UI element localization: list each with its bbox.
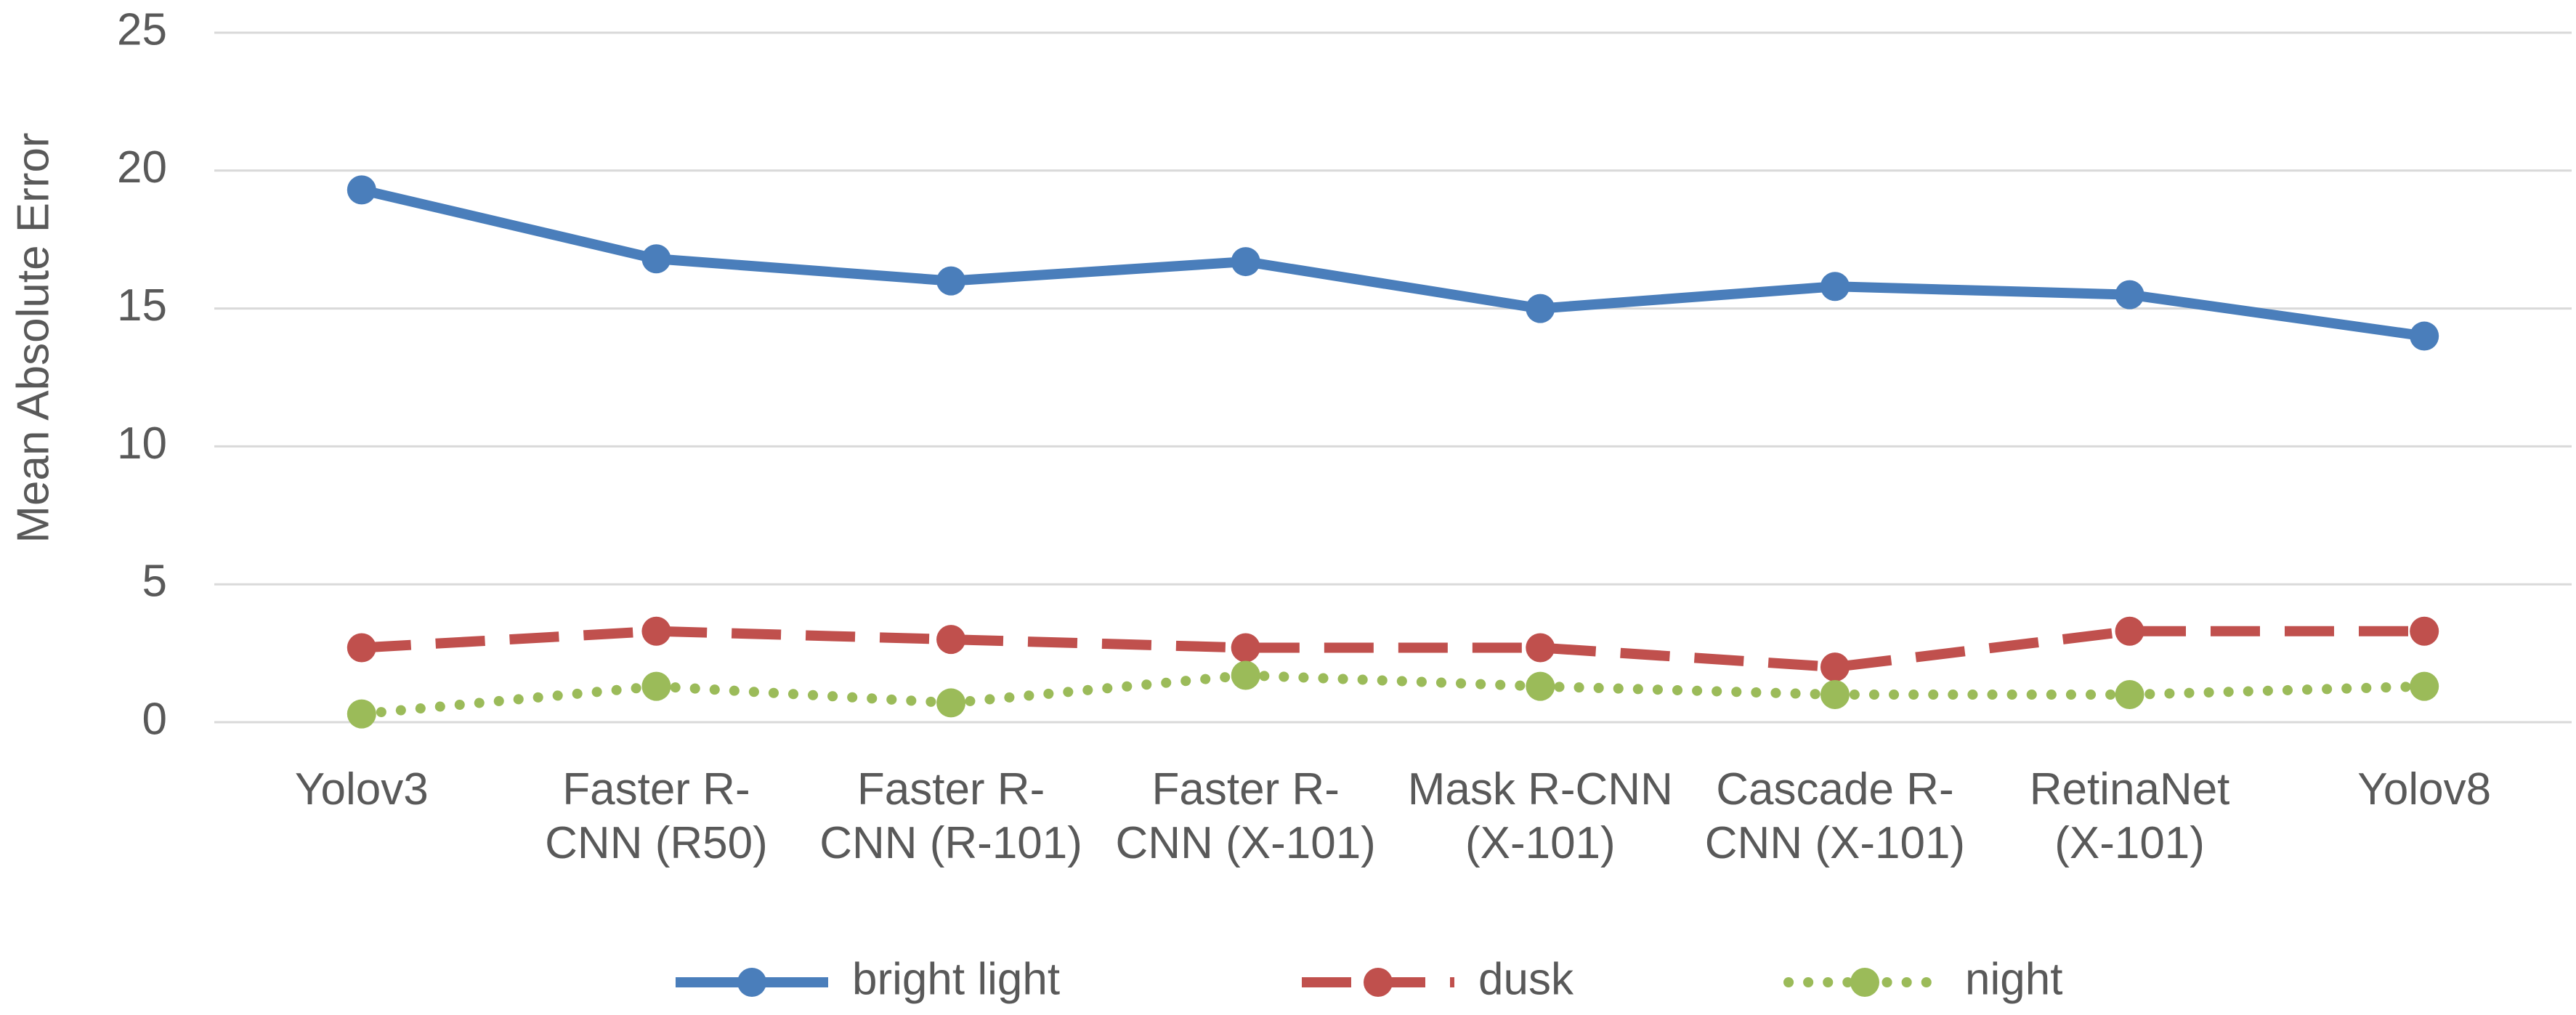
series-line [360,185,2426,341]
legend-label: night [1965,954,2062,1004]
y-tick-label: 15 [117,280,167,331]
data-point [2410,671,2439,701]
y-tick-label: 0 [142,694,167,744]
data-point [1231,247,1260,277]
data-point [1820,272,1850,302]
data-point [1526,633,1555,663]
x-tick-label: RetinaNet (X-101) [2029,764,2230,868]
data-point [641,616,671,646]
data-point [347,175,376,205]
data-point [2410,321,2439,351]
legend-label: bright light [852,954,1060,1004]
legend-marker [1364,968,1393,997]
x-tick-label: Faster R- CNN (X-101) [1115,764,1376,868]
y-tick-label: 10 [117,418,167,469]
data-point [936,625,966,655]
x-tick-label: Mask R-CNN (X-101) [1407,764,1673,868]
data-point [1231,660,1260,690]
y-axis-title: Mean Absolute Error [8,132,58,543]
x-tick-label: Yolov8 [2357,764,2492,814]
data-point [2115,616,2144,646]
legend-marker [737,968,766,997]
x-tick-label: Faster R- CNN (R-101) [819,764,1082,868]
x-tick-label: Yolov3 [294,764,429,814]
y-tick-label: 20 [117,142,167,193]
data-point [347,699,376,729]
data-point [347,633,376,663]
legend-label: dusk [1478,954,1574,1004]
data-point [641,671,671,701]
series-line [356,670,2430,719]
data-point [936,688,966,718]
data-point [2115,280,2144,310]
data-point [1526,671,1555,701]
x-tick-label: Faster R- CNN (R50) [545,764,768,868]
data-point [2115,680,2144,710]
data-point [1526,294,1555,323]
data-point [1820,652,1850,682]
x-tick-label: Cascade R- CNN (X-101) [1704,764,1966,868]
data-point [1231,633,1260,663]
data-point [2410,616,2439,646]
data-point [1820,680,1850,710]
y-tick-label: 25 [117,4,167,54]
data-point [936,266,966,296]
y-tick-label: 5 [142,557,167,607]
series-line [361,626,2425,673]
data-point [641,244,671,274]
legend-marker [1850,968,1879,997]
